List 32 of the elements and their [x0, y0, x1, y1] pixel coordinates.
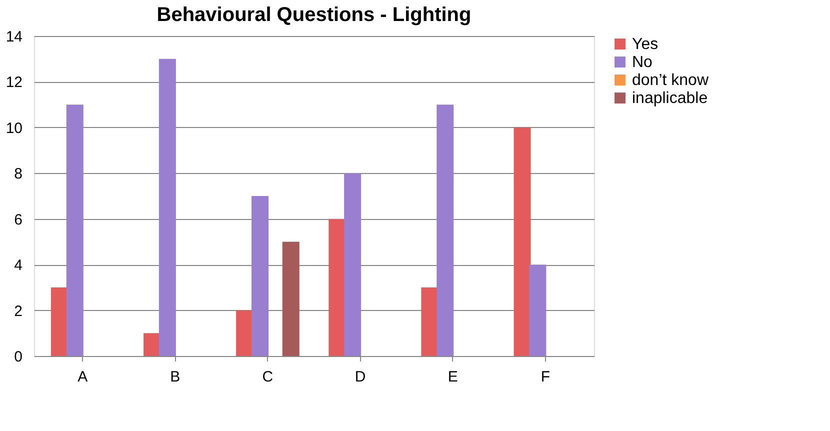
x-tick-label: D — [354, 368, 366, 386]
legend-label: Yes — [632, 36, 658, 53]
y-tick-label: 14 — [6, 28, 22, 46]
bar — [236, 310, 254, 356]
x-tick-label: E — [448, 368, 458, 386]
x-tick-label: A — [78, 368, 88, 386]
x-tick-label: F — [540, 368, 550, 386]
legend-label: inaplicable — [632, 90, 708, 107]
legend-label: No — [632, 54, 653, 71]
y-tick-label: 4 — [14, 257, 22, 274]
chart-title: Behavioural Questions - Lighting — [156, 4, 472, 26]
bar — [421, 287, 438, 356]
y-tick-label: 12 — [6, 74, 22, 92]
legend-label: don’t know — [632, 72, 709, 89]
bar — [144, 333, 161, 356]
bar — [282, 242, 300, 356]
bar — [514, 127, 531, 356]
bar — [158, 58, 176, 356]
x-tick-label: C — [262, 368, 274, 386]
x-tick-label: B — [170, 368, 180, 386]
bar — [66, 104, 84, 356]
bar — [436, 104, 454, 356]
y-tick-label: 10 — [6, 120, 22, 137]
y-tick-label: 0 — [14, 348, 22, 366]
bar — [344, 173, 362, 356]
y-tick-label: 8 — [14, 166, 22, 183]
bar — [50, 287, 68, 356]
y-tick-label: 6 — [14, 211, 22, 228]
y-tick-label: 2 — [14, 302, 22, 320]
bar — [529, 264, 546, 356]
bar — [328, 218, 346, 356]
bar — [252, 196, 269, 356]
